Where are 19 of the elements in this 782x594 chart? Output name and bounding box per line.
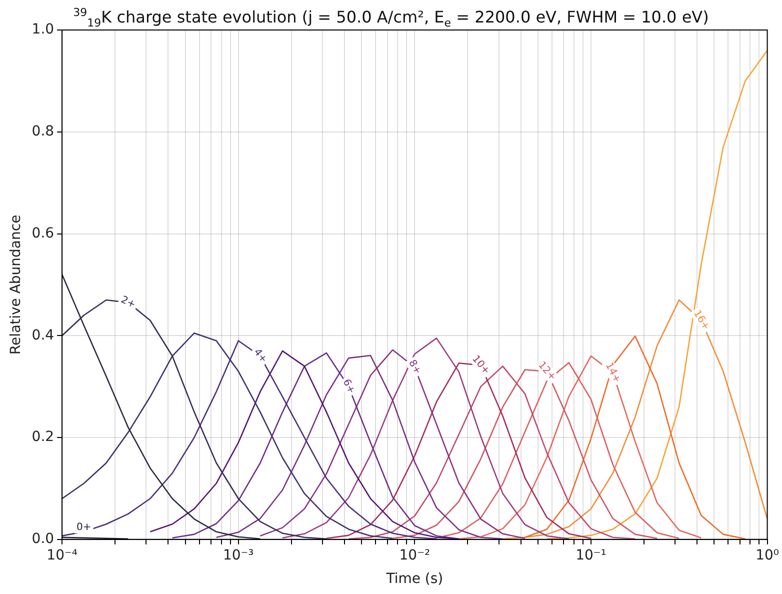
series-label: 0+: [76, 522, 92, 533]
series-label: 6+: [340, 378, 357, 396]
series-label: 4+: [251, 346, 270, 366]
x-axis-title: Time (s): [385, 571, 444, 588]
y-tick-label: 0.4: [32, 327, 54, 344]
series-label: 14+: [603, 360, 622, 385]
x-tick-label: 10⁻³: [222, 547, 254, 564]
y-axis-title: Relative Abundance: [8, 214, 24, 355]
y-tick-label: 0.2: [32, 429, 54, 446]
y-tick-label: 0.0: [32, 531, 54, 548]
x-tick-label: 10⁻²: [399, 547, 430, 564]
series-label: 2+: [119, 294, 138, 311]
x-tick-label: 10⁻⁴: [46, 547, 78, 564]
series-label: 8+: [406, 358, 424, 376]
x-tick-label: 10⁻¹: [576, 547, 606, 564]
y-tick-label: 0.8: [32, 124, 54, 140]
y-tick-label: 1.0: [32, 22, 54, 38]
x-tick-label: 10⁰: [756, 547, 780, 564]
y-tick-label: 0.6: [32, 225, 54, 242]
